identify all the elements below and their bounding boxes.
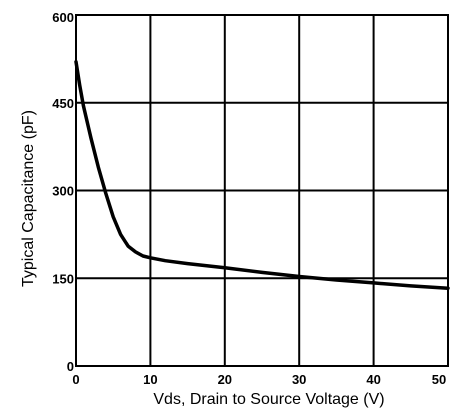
x-axis-label: Vds, Drain to Source Voltage (V) [153, 391, 384, 408]
y-tick-label: 150 [52, 271, 74, 286]
chart-grid [76, 15, 448, 366]
y-axis-label: Typical Capacitance (pF) [20, 110, 37, 287]
y-tick-label: 0 [67, 359, 74, 374]
x-tick-label: 0 [72, 372, 79, 387]
y-tick-label: 600 [52, 10, 74, 25]
x-tick-labels: 0 10 20 30 40 50 [72, 372, 446, 387]
y-tick-label: 300 [52, 184, 74, 199]
x-tick-label: 20 [218, 372, 232, 387]
y-tick-label: 450 [52, 96, 74, 111]
plot-frame [75, 14, 449, 367]
x-tick-label: 10 [143, 372, 157, 387]
y-tick-labels: 0 150 300 450 600 [52, 10, 74, 374]
x-tick-label: 40 [366, 372, 380, 387]
x-tick-label: 50 [432, 372, 446, 387]
capacitance-curve [74, 60, 450, 290]
x-tick-label: 30 [292, 372, 306, 387]
